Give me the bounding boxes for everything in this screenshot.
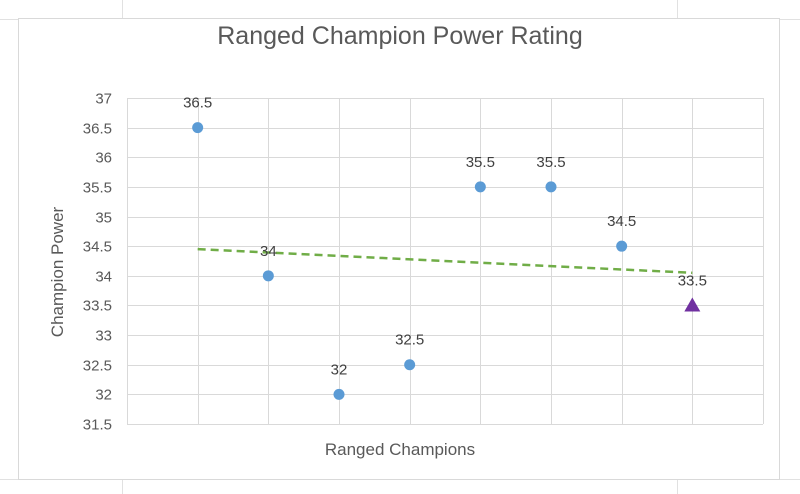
y-tick-label: 37 (95, 91, 112, 108)
data-label: 34 (260, 243, 277, 260)
data-point[interactable] (474, 181, 486, 193)
data-label: 33.5 (678, 272, 707, 289)
data-label: 32 (331, 361, 348, 378)
data-point-triangle[interactable] (684, 297, 701, 312)
chart-title: Ranged Champion Power Rating (217, 22, 583, 50)
data-point[interactable] (262, 270, 274, 282)
y-tick-label: 31.5 (83, 417, 112, 434)
y-axis-ticks: 31.5 32 32.5 33 33.5 34 34.5 35 35.5 36 36.5 37 (83, 91, 112, 434)
data-labels: 36.5 34 32 32.5 35.5 35.5 34.5 33.5 (183, 95, 707, 379)
y-tick-label: 34.5 (83, 239, 112, 256)
data-point[interactable] (404, 359, 416, 371)
data-label: 35.5 (536, 154, 565, 171)
trendline-layer (197, 247, 693, 275)
y-tick-label: 36.5 (83, 121, 112, 138)
trendline (197, 247, 693, 275)
data-point[interactable] (192, 122, 204, 134)
data-points (192, 122, 701, 400)
y-tick-label: 33 (95, 328, 112, 345)
y-tick-label: 32 (95, 387, 112, 404)
data-label: 32.5 (395, 332, 424, 349)
y-tick-label: 35 (95, 210, 112, 227)
data-label: 35.5 (466, 154, 495, 171)
data-point[interactable] (333, 388, 345, 400)
y-tick-label: 34 (95, 269, 112, 286)
data-point[interactable] (616, 240, 628, 252)
gridlines (127, 98, 764, 425)
data-label: 36.5 (183, 95, 212, 112)
y-tick-label: 33.5 (83, 298, 112, 315)
y-tick-label: 32.5 (83, 358, 112, 375)
y-tick-label: 35.5 (83, 180, 112, 197)
y-axis-title: Champion Power (48, 206, 67, 338)
x-axis-title: Ranged Champions (324, 440, 476, 459)
y-tick-label: 36 (95, 150, 112, 167)
data-point[interactable] (545, 181, 557, 193)
data-label: 34.5 (607, 213, 636, 230)
chart-area[interactable] (18, 18, 780, 480)
